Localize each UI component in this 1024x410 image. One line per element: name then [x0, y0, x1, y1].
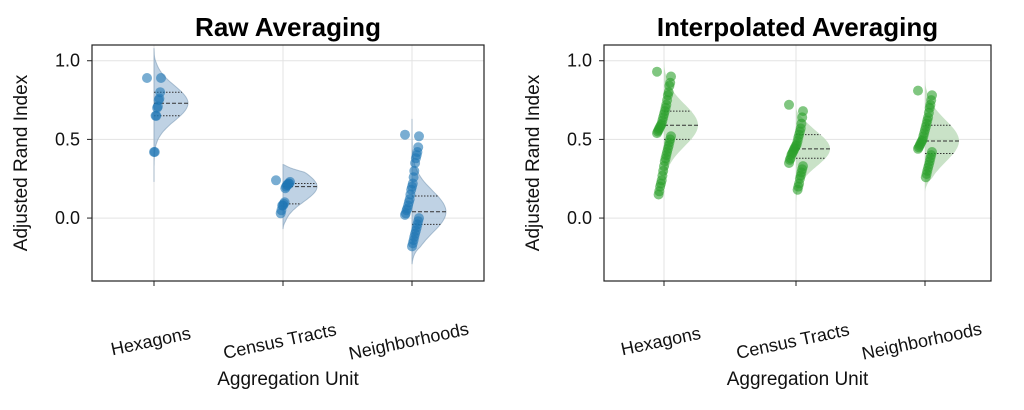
y-tick-label: 0.5: [55, 129, 80, 149]
data-point: [275, 208, 286, 219]
data-point: [784, 158, 794, 168]
x-tick-label: Census Tracts: [734, 319, 851, 362]
data-point: [400, 129, 410, 140]
chart-title: Raw Averaging: [195, 12, 381, 42]
y-tick-label: 1.0: [55, 51, 80, 71]
data-point: [150, 110, 161, 121]
data-point: [414, 131, 424, 142]
x-tick-label: Hexagons: [619, 323, 702, 359]
x-tick-label: Neighborhoods: [860, 319, 984, 364]
data-point: [913, 143, 923, 154]
data-point: [271, 175, 281, 186]
chart-title: Interpolated Averaging: [657, 12, 938, 42]
y-tick-label: 0.0: [567, 208, 592, 228]
plot-frame: [603, 44, 992, 282]
data-point: [400, 209, 410, 220]
data-point: [149, 147, 159, 157]
y-axis-label: Adjusted Rand Index: [523, 74, 544, 251]
data-point: [410, 158, 421, 168]
data-point: [784, 99, 794, 110]
y-tick-label: 0.5: [567, 129, 592, 149]
x-tick-label: Hexagons: [109, 323, 192, 359]
data-point: [142, 73, 152, 83]
data-point: [920, 172, 931, 183]
plot-frame: [91, 44, 485, 282]
data-point: [407, 241, 417, 252]
y-tick-label: 1.0: [567, 51, 592, 71]
data-point: [152, 102, 163, 113]
y-tick-label: 0.0: [55, 208, 80, 228]
data-point: [280, 183, 291, 194]
data-point: [652, 66, 662, 77]
x-tick-label: Neighborhoods: [347, 319, 471, 364]
data-point: [913, 85, 923, 96]
x-axis-label: Aggregation Unit: [727, 369, 869, 390]
y-axis-label: Adjusted Rand Index: [11, 74, 32, 251]
data-point: [792, 184, 803, 195]
x-tick-label: Census Tracts: [221, 319, 338, 362]
data-point: [653, 189, 664, 200]
x-axis-label: Aggregation Unit: [217, 369, 359, 390]
violin-half: [282, 164, 318, 230]
data-point: [156, 73, 166, 83]
data-point: [652, 128, 662, 139]
